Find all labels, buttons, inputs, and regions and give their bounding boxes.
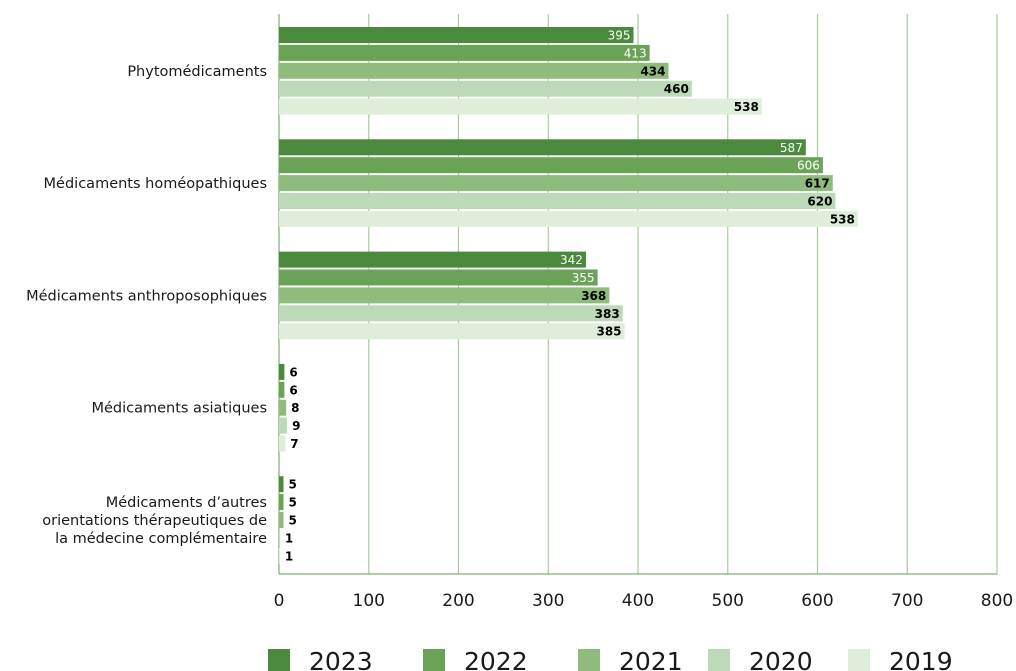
value-label: 6: [289, 365, 297, 379]
bar: [279, 27, 634, 43]
category-label-line: Médicaments asiatiques: [91, 401, 267, 417]
value-label: 5: [288, 478, 296, 492]
x-tick-label: 600: [801, 591, 833, 611]
bar: [279, 305, 623, 322]
value-label: 368: [581, 289, 606, 303]
bar: [279, 494, 284, 511]
legend-swatch: [708, 649, 730, 671]
bar: [279, 323, 625, 340]
category-label-line: orientations thérapeutiques de: [42, 513, 267, 529]
legend-label: 2023: [309, 647, 373, 671]
x-tick-label: 700: [891, 591, 923, 611]
value-label: 7: [290, 437, 298, 451]
value-label: 587: [780, 141, 803, 155]
category-label: Médicaments d’autres orientations thérape…: [42, 495, 267, 547]
bar: [279, 435, 286, 452]
bar: [279, 512, 284, 528]
bar: [279, 44, 650, 61]
value-label: 5: [288, 496, 296, 510]
bar: [279, 417, 288, 434]
legend-swatch: [268, 649, 290, 671]
bar: [279, 269, 598, 286]
value-label: 538: [734, 100, 759, 114]
bar: [279, 62, 669, 79]
value-labels-group: 3954134344605385876066176205383423553683…: [285, 29, 855, 564]
value-label: 6: [289, 383, 297, 397]
bars-group: [279, 27, 858, 564]
value-label: 413: [624, 46, 647, 60]
value-label: 342: [560, 253, 583, 267]
legend-swatch: [423, 649, 445, 671]
bar: [279, 139, 806, 156]
bar: [279, 80, 692, 97]
value-label: 460: [664, 82, 689, 96]
bar: [279, 287, 610, 304]
category-label: Médicaments anthroposophiques: [26, 288, 267, 304]
value-label: 434: [640, 64, 665, 78]
value-label: 1: [285, 549, 293, 563]
x-tick-label: 200: [442, 591, 474, 611]
x-tick-labels-group: 0 100 200 300 400 500 600 700 800: [274, 591, 1014, 611]
category-label-line: la médecine complémentaire: [55, 531, 267, 547]
legend-swatch: [848, 649, 870, 671]
bar: [279, 476, 284, 493]
category-label-line: Médicaments anthroposophiques: [26, 288, 267, 304]
category-label: Phytomédicaments: [127, 64, 267, 80]
category-label-line: Médicaments d’autres: [106, 495, 267, 511]
legend-swatch: [578, 649, 600, 671]
bar: [279, 381, 285, 398]
x-tick-label: 100: [353, 591, 385, 611]
bar: [279, 175, 833, 192]
value-label: 620: [807, 195, 832, 209]
x-tick-label: 500: [712, 591, 744, 611]
bar: [279, 193, 836, 209]
bar: [279, 98, 762, 115]
value-label: 383: [595, 307, 620, 321]
value-label: 606: [797, 159, 820, 173]
value-label: 9: [292, 419, 300, 433]
legend-label: 2022: [464, 647, 528, 671]
category-label-line: Phytomédicaments: [127, 64, 267, 80]
bar: [279, 363, 285, 380]
value-label: 355: [572, 271, 595, 285]
value-label: 395: [608, 29, 631, 43]
x-tick-label: 300: [532, 591, 564, 611]
legend-label: 2021: [619, 647, 683, 671]
bar: [279, 210, 858, 227]
legend-label: 2019: [889, 647, 953, 671]
value-label: 538: [830, 212, 855, 226]
value-label: 385: [596, 325, 621, 339]
legend-label: 2020: [749, 647, 813, 671]
bar: [279, 251, 586, 268]
bar: [279, 547, 280, 564]
bar: [279, 399, 287, 416]
x-tick-label: 0: [274, 591, 285, 611]
value-label: 1: [285, 531, 293, 545]
bar: [279, 529, 280, 546]
legend: 2023 2022 2021 2020 2019: [268, 647, 953, 671]
category-label: Médicaments asiatiques: [91, 401, 267, 417]
value-label: 5: [288, 514, 296, 528]
value-label: 617: [805, 177, 830, 191]
value-label: 8: [291, 401, 299, 415]
x-tick-label: 800: [981, 591, 1013, 611]
x-tick-label: 400: [622, 591, 654, 611]
category-label-line: Médicaments homéopathiques: [44, 176, 267, 192]
bar: [279, 157, 823, 174]
category-label: Médicaments homéopathiques: [44, 176, 267, 192]
category-labels-group: Phytomédicaments Médicaments homéopathiqu…: [26, 64, 267, 547]
